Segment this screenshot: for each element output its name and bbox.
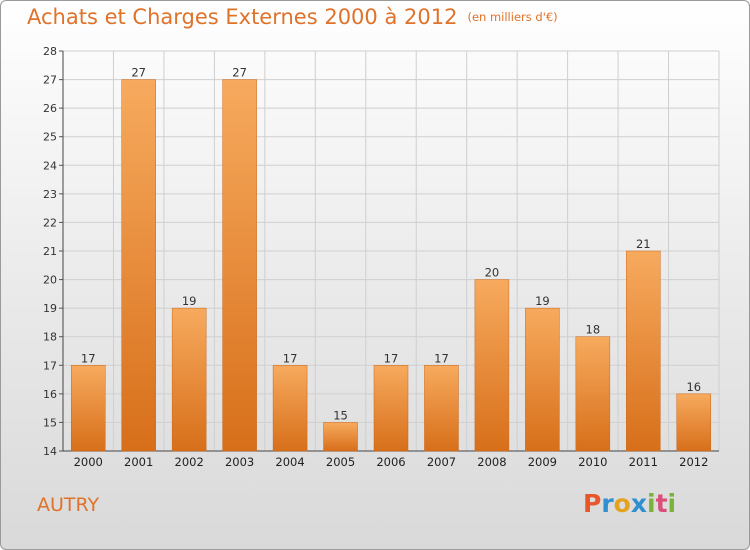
logo-letter: i: [647, 489, 656, 518]
x-tick-label: 2003: [225, 455, 254, 469]
bar: [676, 393, 712, 452]
data-label: 19: [182, 294, 197, 308]
data-label: 17: [384, 351, 399, 365]
data-label: 20: [485, 266, 500, 280]
bar: [525, 307, 560, 452]
bar: [575, 336, 611, 452]
x-tick-label: 2002: [175, 455, 204, 469]
data-label: 27: [131, 66, 146, 80]
bar: [272, 365, 308, 452]
logo-letter: r: [601, 489, 614, 518]
bar: [171, 307, 207, 452]
y-tick-label: 28: [43, 45, 57, 58]
x-tick-label: 2000: [74, 455, 103, 469]
bar: [626, 250, 661, 452]
y-tick-label: 14: [43, 445, 57, 458]
x-tick-label: 2006: [376, 455, 405, 469]
x-tick-label: 2005: [326, 455, 355, 469]
y-tick-label: 16: [43, 388, 57, 401]
unit-note: (en milliers d'€): [467, 10, 558, 24]
proxiti-logo: Proxiti: [583, 489, 676, 518]
logo-letter: x: [630, 489, 647, 518]
bar: [121, 79, 156, 452]
y-tick-label: 22: [43, 216, 57, 229]
bar: [70, 365, 106, 452]
x-tick-label: 2010: [578, 455, 607, 469]
bar: [222, 79, 257, 452]
data-label: 18: [586, 323, 601, 337]
y-tick-label: 18: [43, 331, 57, 344]
x-tick-label: 2012: [679, 455, 708, 469]
y-tick-label: 21: [43, 245, 57, 258]
logo-letter: P: [583, 489, 602, 518]
bar: [424, 365, 459, 452]
title-text: Achats et Charges Externes 2000 à 2012: [27, 5, 458, 29]
data-label: 17: [283, 351, 298, 365]
y-tick-label: 15: [43, 416, 57, 429]
logo-letter: t: [655, 489, 668, 518]
data-label: 19: [535, 294, 550, 308]
data-label: 15: [333, 408, 348, 422]
logo-letter: i: [667, 489, 677, 518]
y-tick-label: 20: [43, 274, 57, 287]
y-tick-label: 26: [43, 102, 57, 115]
tick-labels: 14 15 16 17 18 19 20 21 22 23 24 25 26 27 28 2000 2001 20…: [43, 45, 708, 469]
x-tick-label: 2008: [477, 455, 506, 469]
logo-letter: o: [613, 489, 631, 518]
data-label: 17: [434, 351, 449, 365]
y-tick-label: 23: [43, 188, 57, 201]
data-label: 16: [686, 380, 701, 394]
x-tick-label: 2001: [124, 455, 153, 469]
x-tick-label: 2009: [528, 455, 557, 469]
y-tick-label: 19: [43, 302, 57, 315]
x-tick-label: 2011: [629, 455, 658, 469]
data-label: 21: [636, 237, 651, 251]
y-tick-label: 17: [43, 359, 57, 372]
y-tick-label: 25: [43, 131, 57, 144]
commune-name: AUTRY: [37, 494, 100, 516]
x-tick-label: 2004: [275, 455, 304, 469]
bars: [70, 79, 712, 452]
bar: [323, 422, 358, 452]
chart-title: Achats et Charges Externes 2000 à 2012 (e…: [27, 5, 558, 29]
y-tick-label: 27: [43, 74, 57, 87]
bar: [373, 365, 409, 452]
bar: [474, 279, 510, 452]
data-label: 17: [81, 351, 96, 365]
x-tick-label: 2007: [427, 455, 456, 469]
data-label: 27: [232, 66, 247, 80]
data-labels: 17 27 19 27 17 15 17 17 20 19 18 21 16: [81, 66, 701, 423]
y-tick-label: 24: [43, 159, 57, 172]
